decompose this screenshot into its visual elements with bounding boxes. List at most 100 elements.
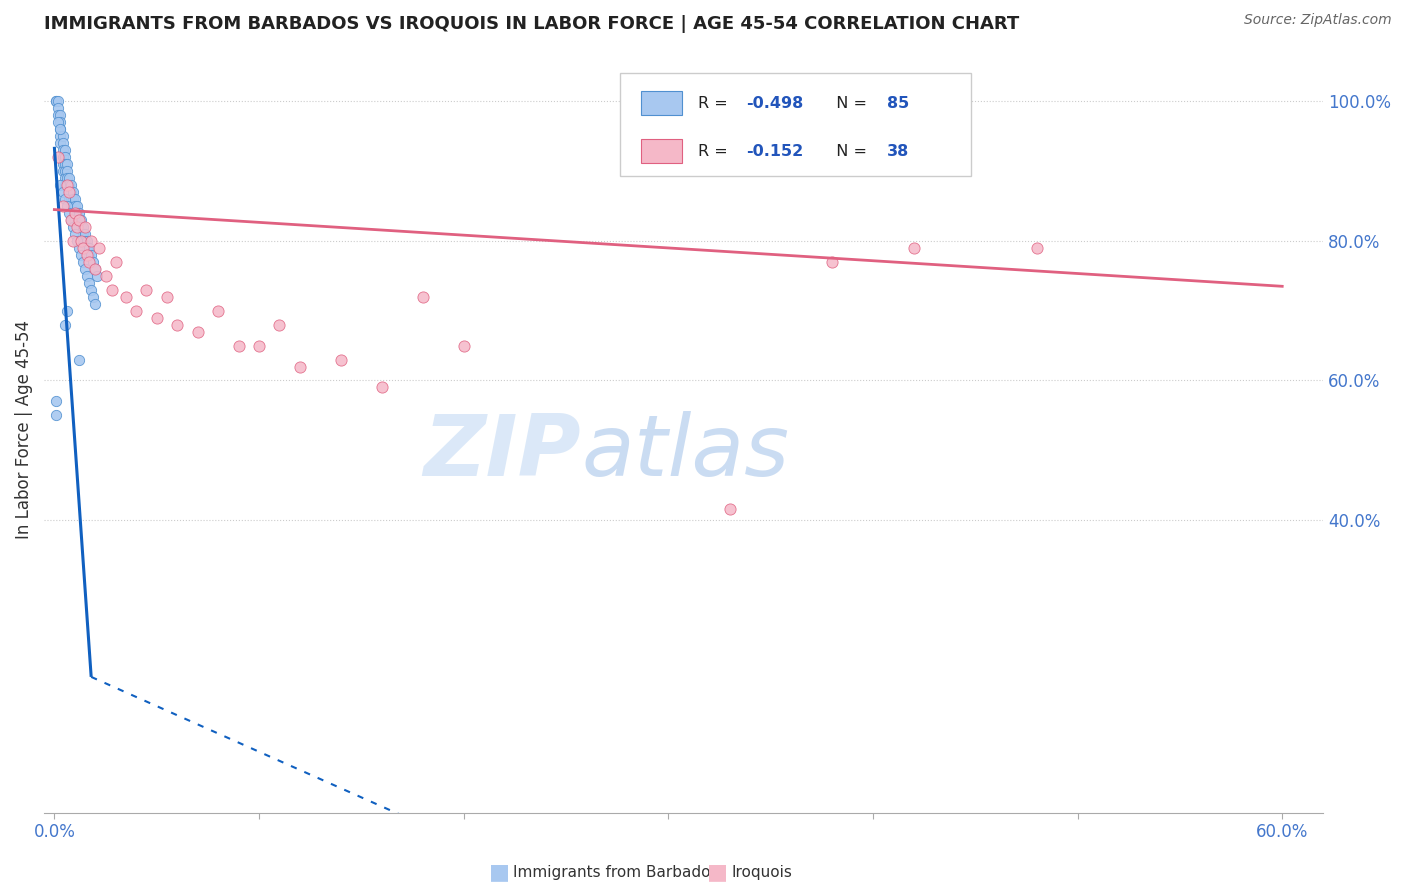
Point <box>67 206 90 220</box>
Point <box>94 268 117 283</box>
Point <box>48 108 70 122</box>
Point <box>70 219 93 234</box>
Point <box>62 234 84 248</box>
Point <box>70 248 93 262</box>
Text: Iroquois: Iroquois <box>731 865 792 880</box>
Point <box>55 199 77 213</box>
Point <box>73 219 96 234</box>
Point <box>187 325 209 339</box>
Point <box>166 318 188 332</box>
Point <box>62 192 84 206</box>
Point <box>207 303 229 318</box>
Point <box>67 213 90 227</box>
Point <box>76 248 98 262</box>
Point <box>66 199 89 213</box>
Point <box>72 241 94 255</box>
Point <box>72 255 94 269</box>
Point <box>63 199 86 213</box>
Point <box>53 318 76 332</box>
Point <box>49 129 72 144</box>
Text: ■: ■ <box>489 863 509 882</box>
Text: R =: R = <box>697 95 733 111</box>
Point <box>718 502 741 516</box>
Point <box>48 115 70 129</box>
Point <box>100 283 122 297</box>
Text: -0.498: -0.498 <box>747 95 804 111</box>
Point <box>86 268 108 283</box>
Point <box>77 248 100 262</box>
Point <box>53 178 76 193</box>
Point <box>49 122 72 136</box>
Point <box>58 185 80 199</box>
Point <box>903 241 925 255</box>
Point <box>53 143 76 157</box>
Point <box>45 95 67 109</box>
Point <box>51 157 73 171</box>
Point <box>58 192 80 206</box>
Point <box>55 164 77 178</box>
Point <box>76 234 98 248</box>
Point <box>53 192 76 206</box>
Point <box>73 227 96 241</box>
Point <box>58 206 80 220</box>
Point <box>76 241 98 255</box>
Point <box>125 303 148 318</box>
Point <box>145 310 167 325</box>
Text: ■: ■ <box>707 863 727 882</box>
Point <box>51 164 73 178</box>
Text: 85: 85 <box>887 95 910 111</box>
Point <box>70 213 93 227</box>
Text: atlas: atlas <box>581 411 789 494</box>
Point <box>53 164 76 178</box>
Point <box>62 199 84 213</box>
Point <box>67 241 90 255</box>
Point <box>58 178 80 193</box>
Text: N =: N = <box>825 95 872 111</box>
Point <box>49 108 72 122</box>
Point <box>48 150 70 164</box>
Point <box>247 338 270 352</box>
Point <box>73 234 96 248</box>
Point <box>48 102 70 116</box>
Point <box>70 234 93 248</box>
Point <box>45 394 67 409</box>
Text: 38: 38 <box>887 144 910 159</box>
Point <box>84 261 107 276</box>
Point <box>51 129 73 144</box>
Text: Immigrants from Barbados: Immigrants from Barbados <box>513 865 718 880</box>
Text: IMMIGRANTS FROM BARBADOS VS IROQUOIS IN LABOR FORCE | AGE 45-54 CORRELATION CHAR: IMMIGRANTS FROM BARBADOS VS IROQUOIS IN … <box>44 15 1019 33</box>
Point <box>59 213 82 227</box>
Point <box>84 297 107 311</box>
Point <box>63 227 86 241</box>
Point <box>115 290 138 304</box>
Point <box>77 241 100 255</box>
Point <box>63 192 86 206</box>
Point <box>135 283 157 297</box>
Point <box>67 352 90 367</box>
Point <box>59 192 82 206</box>
Point <box>51 150 73 164</box>
Point <box>49 178 72 193</box>
Point <box>48 95 70 109</box>
Point <box>82 290 104 304</box>
Point <box>45 95 67 109</box>
Point <box>51 199 73 213</box>
Point <box>55 178 77 193</box>
Point <box>228 338 250 352</box>
Point <box>288 359 311 374</box>
Point <box>51 185 73 199</box>
Text: Source: ZipAtlas.com: Source: ZipAtlas.com <box>1244 13 1392 28</box>
Point <box>67 213 90 227</box>
Point <box>66 234 89 248</box>
Point <box>62 185 84 199</box>
Text: ZIP: ZIP <box>423 411 581 494</box>
Point <box>104 255 127 269</box>
Point <box>89 241 111 255</box>
Text: R =: R = <box>697 144 733 159</box>
Point <box>371 380 394 394</box>
Point <box>51 136 73 151</box>
Point <box>55 178 77 193</box>
Point <box>269 318 291 332</box>
Bar <box>641 139 682 163</box>
Point <box>72 219 94 234</box>
